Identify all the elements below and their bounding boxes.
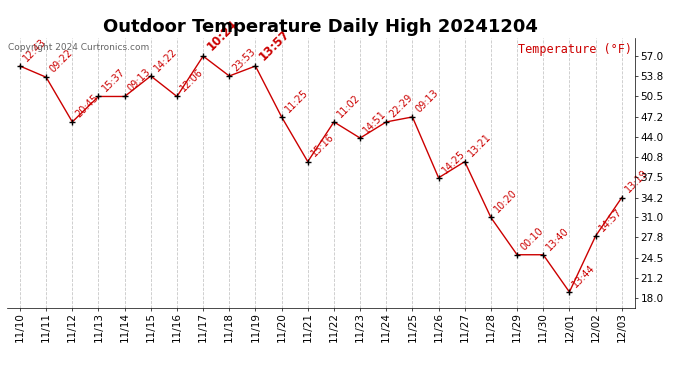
Text: 13:21: 13:21 bbox=[466, 132, 493, 159]
Text: 13:19: 13:19 bbox=[623, 168, 650, 195]
Text: 11:02: 11:02 bbox=[335, 92, 362, 119]
Text: 15:37: 15:37 bbox=[100, 67, 127, 94]
Text: 09:13: 09:13 bbox=[126, 67, 152, 94]
Text: 14:51: 14:51 bbox=[362, 108, 388, 135]
Text: 14:22: 14:22 bbox=[152, 46, 179, 73]
Text: 10:20: 10:20 bbox=[492, 188, 519, 215]
Text: 20:45: 20:45 bbox=[74, 92, 101, 119]
Text: 09:13: 09:13 bbox=[414, 87, 440, 114]
Text: 23:53: 23:53 bbox=[230, 46, 257, 73]
Text: 15:16: 15:16 bbox=[309, 132, 336, 159]
Text: 10:24: 10:24 bbox=[204, 18, 240, 53]
Text: 12:06: 12:06 bbox=[178, 67, 205, 94]
Text: 13:57: 13:57 bbox=[257, 28, 293, 63]
Text: 00:10: 00:10 bbox=[518, 225, 545, 252]
Text: Copyright 2024 Curtronics.com: Copyright 2024 Curtronics.com bbox=[8, 43, 150, 52]
Text: 13:44: 13:44 bbox=[571, 262, 598, 289]
Text: 12:43: 12:43 bbox=[21, 36, 48, 63]
Title: Outdoor Temperature Daily High 20241204: Outdoor Temperature Daily High 20241204 bbox=[104, 18, 538, 36]
Text: 14:57: 14:57 bbox=[597, 207, 624, 233]
Text: Temperature (°F): Temperature (°F) bbox=[518, 43, 631, 56]
Text: 14:25: 14:25 bbox=[440, 148, 467, 175]
Text: 13:40: 13:40 bbox=[544, 225, 571, 252]
Text: 11:25: 11:25 bbox=[283, 87, 310, 114]
Text: 09:22: 09:22 bbox=[48, 48, 75, 75]
Text: 22:29: 22:29 bbox=[388, 92, 415, 119]
